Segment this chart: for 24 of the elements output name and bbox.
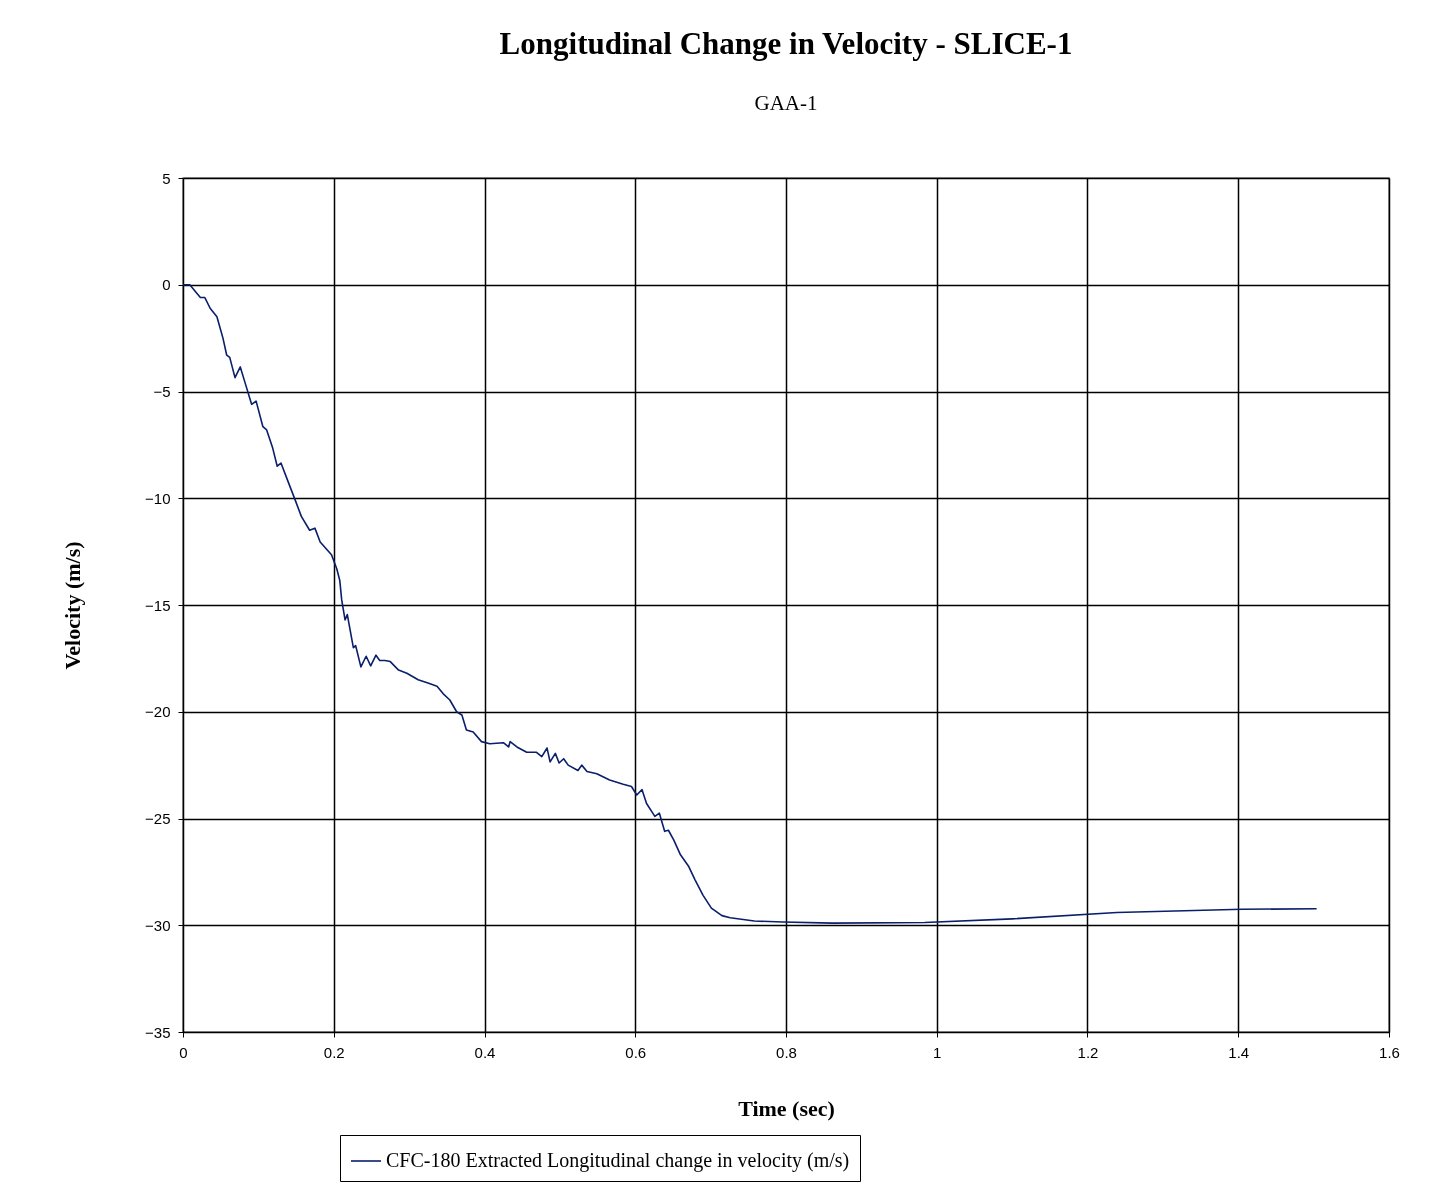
x-tick-label: 1.6 (1379, 1043, 1400, 1061)
legend-label: CFC-180 Extracted Longitudinal change in velocity (m/s) (386, 1149, 850, 1172)
chart-subtitle: GAA-1 (754, 91, 818, 115)
x-tick-label: 0 (179, 1043, 188, 1061)
y-tick-label: −30 (145, 916, 171, 934)
y-tick-label: −15 (145, 596, 171, 614)
y-tick-label: −25 (145, 810, 171, 827)
x-tick-label: 1 (933, 1043, 942, 1061)
x-tick-label: 0.6 (625, 1043, 647, 1061)
x-tick-label: 1.4 (1228, 1043, 1250, 1061)
x-tick-label: 0.2 (323, 1043, 345, 1061)
y-tick-label: −5 (153, 383, 171, 400)
y-tick-label: −35 (145, 1023, 171, 1041)
x-axis-title: Time (sec) (738, 1095, 835, 1121)
x-tick-label: 0.4 (474, 1043, 496, 1061)
y-tick-label: 0 (162, 276, 171, 294)
line-series (183, 283, 1318, 924)
y-tick-label: 5 (162, 169, 171, 187)
y-tick-label: −20 (145, 703, 171, 721)
x-tick-label: 1.2 (1077, 1043, 1099, 1061)
chart-title: Longitudinal Change in Velocity - SLICE-1 (499, 26, 1073, 61)
x-tick-label: 0.8 (776, 1043, 797, 1061)
y-tick-label: −10 (145, 489, 171, 507)
y-axis-title: Velocity (m/s) (60, 541, 86, 670)
